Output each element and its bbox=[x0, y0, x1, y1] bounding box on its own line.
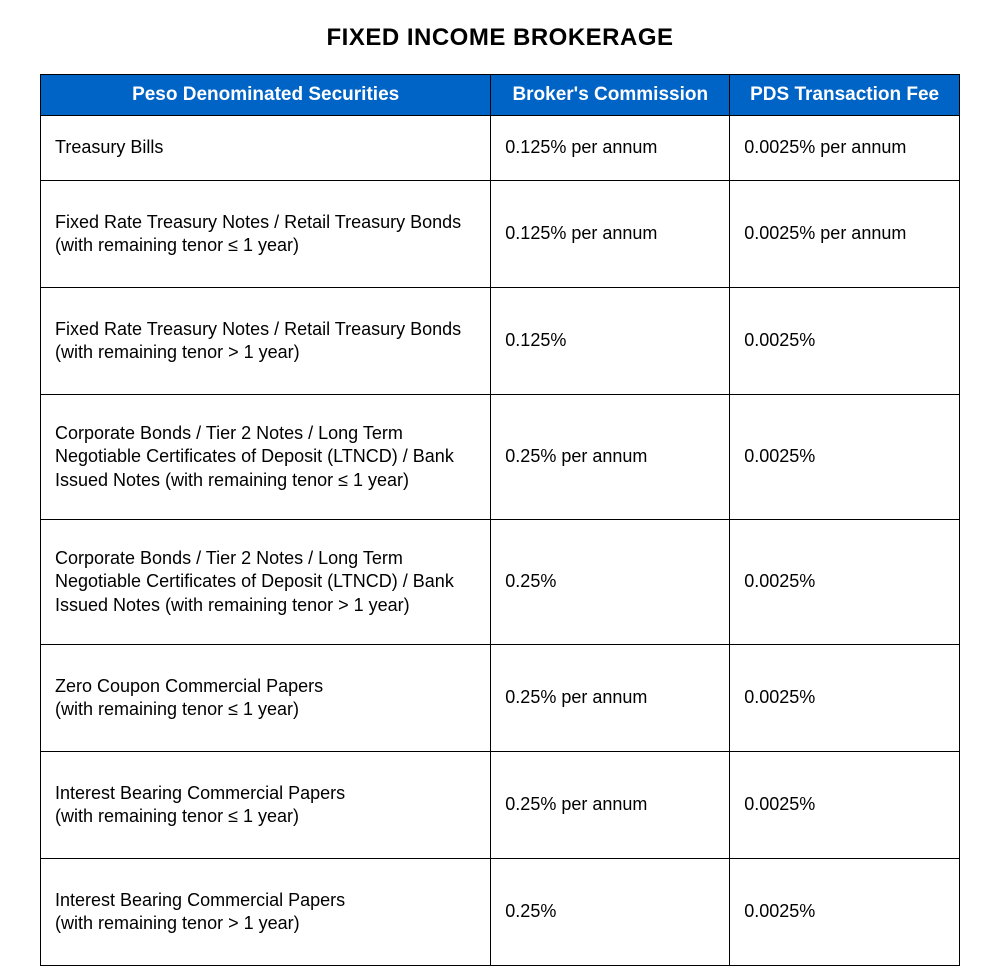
cell-pds-fee: 0.0025% per annum bbox=[730, 116, 960, 181]
cell-security: Fixed Rate Treasury Notes / Retail Treas… bbox=[41, 288, 491, 395]
fee-table: Peso Denominated Securities Broker's Com… bbox=[40, 74, 960, 966]
cell-pds-fee: 0.0025% bbox=[730, 645, 960, 752]
table-row: Fixed Rate Treasury Notes / Retail Treas… bbox=[41, 288, 960, 395]
cell-security: Interest Bearing Commercial Papers(with … bbox=[41, 859, 491, 966]
cell-commission: 0.25% bbox=[491, 520, 730, 645]
col-header-commission: Broker's Commission bbox=[491, 75, 730, 116]
cell-security: Treasury Bills bbox=[41, 116, 491, 181]
cell-commission: 0.25% per annum bbox=[491, 752, 730, 859]
cell-security: Corporate Bonds / Tier 2 Notes / Long Te… bbox=[41, 395, 491, 520]
cell-pds-fee: 0.0025% bbox=[730, 752, 960, 859]
cell-pds-fee: 0.0025% bbox=[730, 395, 960, 520]
page-title: FIXED INCOME BROKERAGE bbox=[40, 24, 960, 52]
col-header-securities: Peso Denominated Securities bbox=[41, 75, 491, 116]
col-header-pds-fee: PDS Transaction Fee bbox=[730, 75, 960, 116]
table-body: Treasury Bills0.125% per annum0.0025% pe… bbox=[41, 116, 960, 966]
cell-security: Fixed Rate Treasury Notes / Retail Treas… bbox=[41, 181, 491, 288]
table-row: Interest Bearing Commercial Papers(with … bbox=[41, 752, 960, 859]
cell-commission: 0.125% bbox=[491, 288, 730, 395]
page: FIXED INCOME BROKERAGE Peso Denominated … bbox=[0, 0, 1000, 966]
table-row: Corporate Bonds / Tier 2 Notes / Long Te… bbox=[41, 520, 960, 645]
table-row: Treasury Bills0.125% per annum0.0025% pe… bbox=[41, 116, 960, 181]
table-header-row: Peso Denominated Securities Broker's Com… bbox=[41, 75, 960, 116]
cell-security: Interest Bearing Commercial Papers(with … bbox=[41, 752, 491, 859]
table-head: Peso Denominated Securities Broker's Com… bbox=[41, 75, 960, 116]
cell-commission: 0.125% per annum bbox=[491, 181, 730, 288]
cell-pds-fee: 0.0025% per annum bbox=[730, 181, 960, 288]
cell-commission: 0.25% per annum bbox=[491, 395, 730, 520]
cell-commission: 0.25% per annum bbox=[491, 645, 730, 752]
cell-security: Zero Coupon Commercial Papers(with remai… bbox=[41, 645, 491, 752]
table-row: Corporate Bonds / Tier 2 Notes / Long Te… bbox=[41, 395, 960, 520]
cell-commission: 0.125% per annum bbox=[491, 116, 730, 181]
cell-pds-fee: 0.0025% bbox=[730, 288, 960, 395]
cell-pds-fee: 0.0025% bbox=[730, 859, 960, 966]
table-row: Fixed Rate Treasury Notes / Retail Treas… bbox=[41, 181, 960, 288]
table-row: Zero Coupon Commercial Papers(with remai… bbox=[41, 645, 960, 752]
cell-pds-fee: 0.0025% bbox=[730, 520, 960, 645]
cell-commission: 0.25% bbox=[491, 859, 730, 966]
cell-security: Corporate Bonds / Tier 2 Notes / Long Te… bbox=[41, 520, 491, 645]
table-row: Interest Bearing Commercial Papers(with … bbox=[41, 859, 960, 966]
